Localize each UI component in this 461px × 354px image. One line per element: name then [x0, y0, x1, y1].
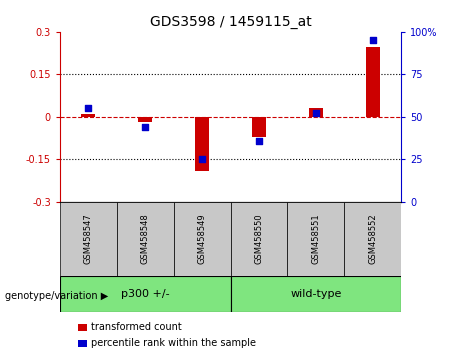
- Text: GSM458550: GSM458550: [254, 213, 263, 264]
- Text: wild-type: wild-type: [290, 289, 342, 299]
- Bar: [195, 117, 209, 171]
- Bar: [309, 108, 323, 117]
- Text: GSM458551: GSM458551: [311, 213, 320, 264]
- Point: [85, 105, 92, 111]
- Text: GSM458549: GSM458549: [198, 213, 207, 264]
- Point: [142, 124, 149, 130]
- Bar: [366, 47, 380, 117]
- Text: transformed count: transformed count: [91, 322, 182, 332]
- Point: [312, 110, 319, 116]
- Bar: [60, 202, 117, 276]
- Bar: [174, 202, 230, 276]
- Text: GSM458548: GSM458548: [141, 213, 150, 264]
- Bar: [344, 202, 401, 276]
- Point: [198, 156, 206, 162]
- Point: [255, 138, 263, 143]
- Text: GSM458547: GSM458547: [84, 213, 93, 264]
- Title: GDS3598 / 1459115_at: GDS3598 / 1459115_at: [150, 16, 311, 29]
- Text: percentile rank within the sample: percentile rank within the sample: [91, 338, 256, 348]
- Text: GSM458552: GSM458552: [368, 213, 377, 264]
- Bar: [138, 117, 152, 122]
- Bar: [81, 114, 95, 117]
- Text: p300 +/-: p300 +/-: [121, 289, 170, 299]
- Point: [369, 38, 376, 43]
- Bar: [287, 202, 344, 276]
- Text: genotype/variation ▶: genotype/variation ▶: [5, 291, 108, 301]
- Bar: [230, 276, 401, 312]
- Bar: [60, 276, 230, 312]
- Bar: [230, 202, 287, 276]
- Bar: [117, 202, 174, 276]
- Bar: [252, 117, 266, 137]
